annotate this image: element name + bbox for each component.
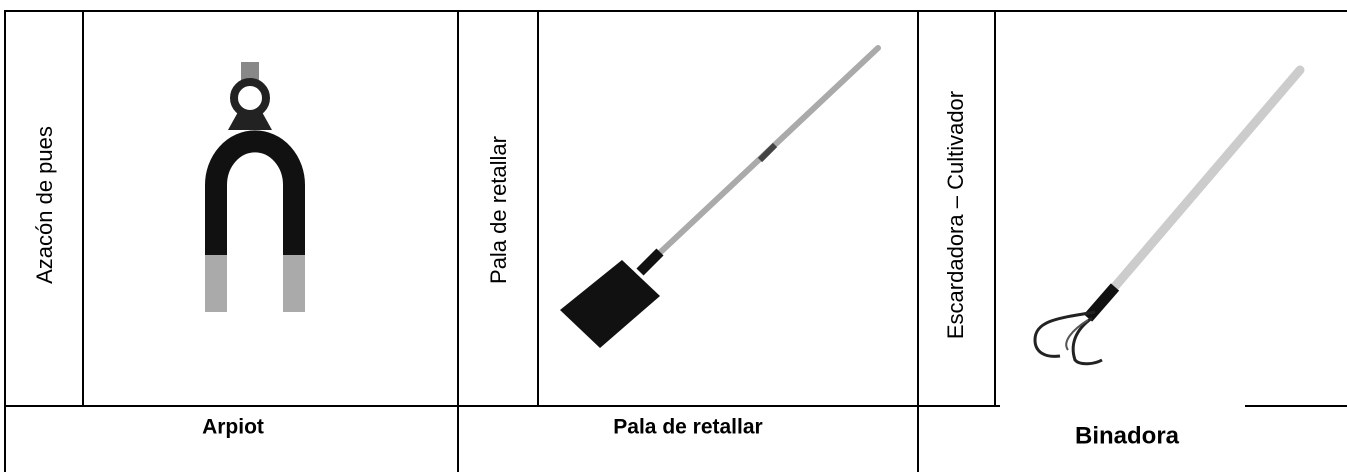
caption: Pala de retallar: [613, 416, 762, 439]
spade-image: [560, 45, 881, 348]
side-label: Azacón de pues: [32, 126, 57, 284]
side-label: Escardadora – Cultivador: [943, 91, 968, 339]
table-borders: [4, 10, 1347, 472]
caption: Binadora: [1075, 422, 1180, 449]
hoe-image: [1033, 65, 1305, 366]
arpiot-image: [205, 62, 305, 312]
caption: Arpiot: [202, 416, 264, 439]
side-label: Pala de retallar: [486, 136, 511, 284]
